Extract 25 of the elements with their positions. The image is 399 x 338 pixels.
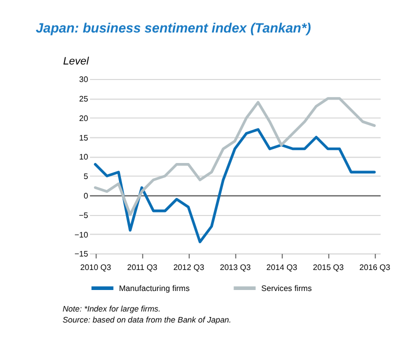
source-note: Source: based on data from the Bank of Japan.: [62, 315, 232, 324]
y-tick-label: −15: [74, 250, 89, 259]
x-tick-label: 2010 Q3: [80, 263, 112, 272]
y-tick-label: −5: [78, 210, 89, 220]
x-tick-label: 2015 Q3: [312, 263, 344, 272]
y-tick-label: 25: [79, 94, 89, 104]
y-axis-title: Level: [63, 55, 90, 68]
y-tick-label: −10: [74, 230, 89, 240]
legend-label: Services firms: [261, 284, 312, 293]
y-tick-label: 10: [79, 152, 89, 162]
line-series: [94, 128, 376, 244]
y-tick-label: 20: [79, 114, 89, 123]
y-tick-label: 15: [79, 133, 89, 142]
x-tick-label: 2014 Q3: [266, 263, 298, 272]
y-tick-label: 5: [84, 172, 89, 182]
y-tick-label: 30: [79, 75, 89, 84]
legend-label: Manufacturing firms: [118, 284, 190, 293]
y-tick-label: 0: [84, 191, 89, 200]
x-tick-label: 2011 Q3: [127, 263, 158, 272]
x-tick-label: 2016 Q3: [359, 263, 391, 272]
line-series: [94, 97, 376, 216]
text: Note: *Index for large firms.: [62, 304, 161, 314]
chart-title: Japan: business sentiment index (Tankan*): [36, 20, 312, 36]
x-tick-label: 2013 Q3: [220, 263, 252, 272]
x-tick-label: 2012 Q3: [173, 263, 205, 272]
